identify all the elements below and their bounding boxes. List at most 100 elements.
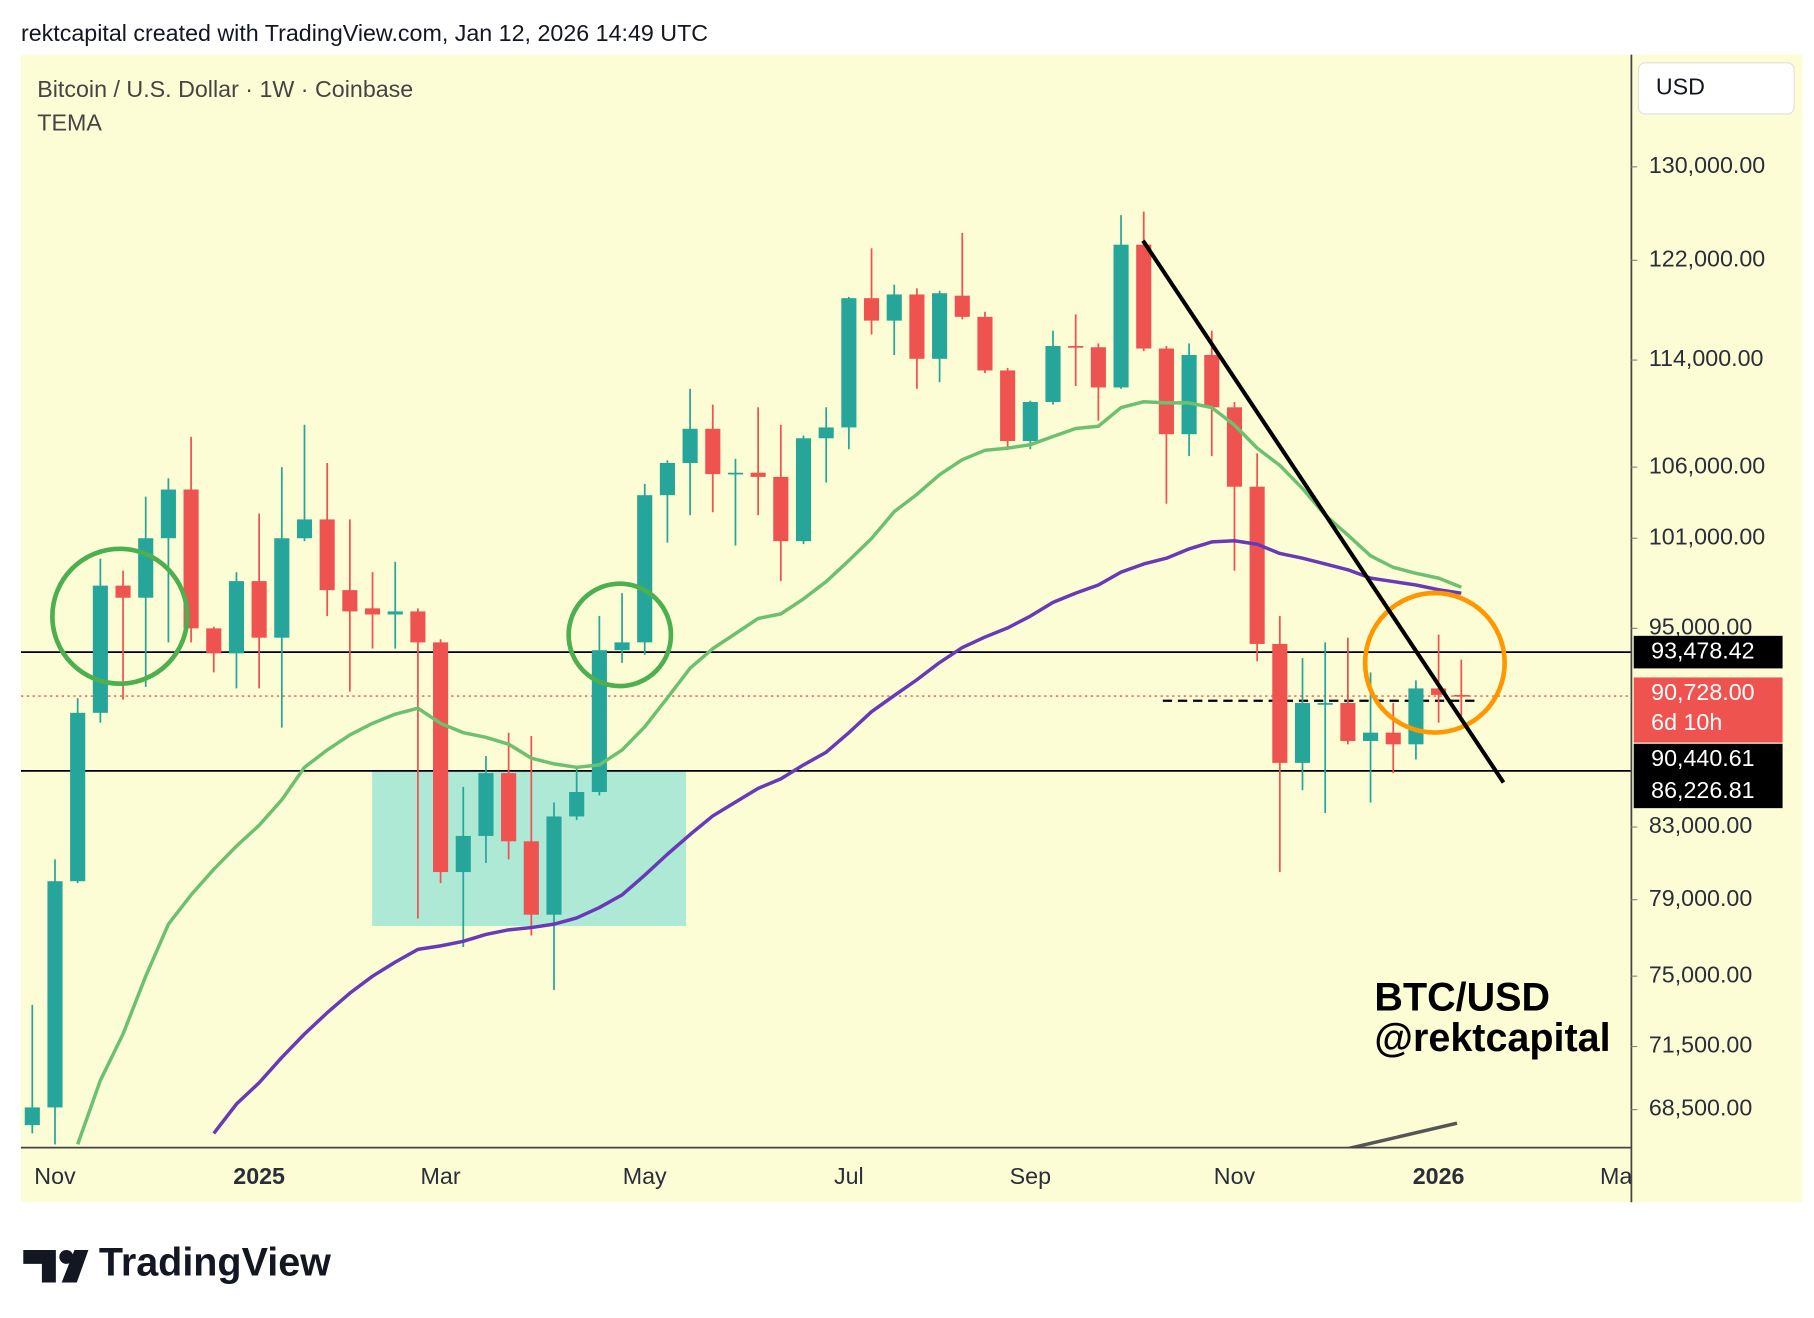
candle-body xyxy=(682,428,698,463)
candle-body xyxy=(1136,244,1152,349)
indicator-line xyxy=(212,538,1462,1135)
candle-body xyxy=(909,294,925,359)
candle-body xyxy=(1317,703,1333,705)
candle-body xyxy=(47,881,63,1108)
y-tick-label: 79,000.00 xyxy=(1649,885,1753,911)
last-price-label: 90,728.00 xyxy=(1651,679,1755,705)
y-tick-label: 114,000.00 xyxy=(1649,345,1764,371)
candle-body xyxy=(1090,347,1106,388)
x-tick-label: Jul xyxy=(834,1163,864,1189)
candle-body xyxy=(954,295,970,317)
candle-body xyxy=(614,642,630,651)
candle-body xyxy=(115,585,131,598)
indicator-name: TEMA xyxy=(37,110,102,136)
y-tick-label: 83,000.00 xyxy=(1649,812,1753,838)
annotation: BTC/USD xyxy=(1374,975,1550,1019)
y-tick-label: 75,000.00 xyxy=(1649,961,1753,987)
candle-body xyxy=(750,472,766,477)
x-tick-label: May xyxy=(623,1163,667,1189)
candle-body xyxy=(1408,688,1424,745)
price-label: 90,440.61 xyxy=(1651,745,1754,771)
candle-body xyxy=(228,581,245,654)
candle-body xyxy=(523,841,539,915)
candle-body xyxy=(659,462,675,496)
x-tick-label: Mar xyxy=(1600,1163,1640,1189)
logo-icon xyxy=(23,1249,89,1283)
trend-line xyxy=(1344,1121,1458,1148)
x-tick-label: Sep xyxy=(1010,1163,1051,1189)
candle-body xyxy=(183,489,199,629)
candle-body xyxy=(410,611,426,643)
drawings xyxy=(50,239,1507,1148)
candle-body xyxy=(569,792,585,817)
candle-body xyxy=(1045,345,1061,402)
logo-shape xyxy=(61,1249,89,1283)
highlight-circle xyxy=(50,546,190,687)
indicator-layer xyxy=(76,399,1462,1145)
currency-button[interactable] xyxy=(1637,62,1795,115)
candle-body xyxy=(251,581,267,638)
price-label-box xyxy=(1633,743,1783,777)
price-label: 93,478.42 xyxy=(1651,637,1754,663)
candle-body xyxy=(1431,688,1447,695)
price-label: 86,226.81 xyxy=(1651,777,1754,803)
candle-body xyxy=(1294,703,1311,763)
candle-body xyxy=(932,293,948,359)
candle-body xyxy=(1181,354,1197,435)
annotation: @rektcapital xyxy=(1374,1016,1610,1060)
candle-body xyxy=(1272,643,1288,763)
candle-body xyxy=(863,298,880,321)
candle-body xyxy=(1113,244,1129,388)
candle-body xyxy=(727,472,744,475)
highlight-circle xyxy=(566,581,674,689)
candle-body xyxy=(637,495,653,643)
x-tick-label: Mar xyxy=(421,1163,461,1189)
candle-body xyxy=(773,476,789,542)
footer-logo: TradingView xyxy=(99,1241,331,1285)
candle-body xyxy=(841,298,857,428)
last-price-box xyxy=(1633,677,1783,743)
chart-background xyxy=(20,54,1803,1203)
price-label-box xyxy=(1633,635,1783,669)
candle-body xyxy=(591,650,607,793)
trend-line xyxy=(1141,239,1506,784)
candle-body xyxy=(1158,348,1174,435)
header: rektcapital created with TradingView.com… xyxy=(21,20,708,46)
candle-body xyxy=(1249,486,1265,644)
candle-body xyxy=(206,628,222,654)
y-axis: 68,500.00 71,500.00 75,000.00 79,000.00 83,0… xyxy=(1631,152,1783,1121)
candle-body xyxy=(342,590,358,612)
candle-body xyxy=(160,489,176,539)
price-label-box xyxy=(1633,775,1783,809)
candle-body xyxy=(455,835,471,873)
candle-body xyxy=(433,642,449,873)
candle-body xyxy=(138,538,154,598)
candle-body xyxy=(886,294,902,321)
indicator-line xyxy=(76,399,1462,1145)
candle-body xyxy=(1363,732,1379,741)
countdown: 6d 10h xyxy=(1651,709,1722,735)
x-tick-label: Nov xyxy=(34,1163,76,1189)
candle-body xyxy=(1000,370,1016,442)
x-tick-label: 2026 xyxy=(1413,1163,1465,1189)
y-tick-label: 68,500.00 xyxy=(1649,1095,1753,1121)
candle-body xyxy=(92,585,108,713)
candle-body xyxy=(274,538,290,638)
x-axis: Nov 2025 Mar May Jul Sep Nov 2026 Mar xyxy=(34,1163,1640,1189)
y-tick-label: 130,000.00 xyxy=(1649,152,1765,178)
candle-body xyxy=(1340,703,1356,741)
candle-body xyxy=(296,519,313,539)
currency[interactable]: USD xyxy=(1656,74,1705,100)
candle-body xyxy=(1453,694,1469,697)
candle-body xyxy=(818,427,834,439)
candle-body xyxy=(364,608,381,615)
candle-body xyxy=(387,611,403,615)
chart-title: Bitcoin / U.S. Dollar · 1W · Coinbase xyxy=(37,76,413,102)
x-tick-label: 2025 xyxy=(233,1163,285,1189)
candle-body xyxy=(70,712,86,882)
y-tick-label: 101,000.00 xyxy=(1649,523,1765,549)
candle-body xyxy=(1385,732,1401,745)
highlight-circle xyxy=(1362,590,1507,735)
